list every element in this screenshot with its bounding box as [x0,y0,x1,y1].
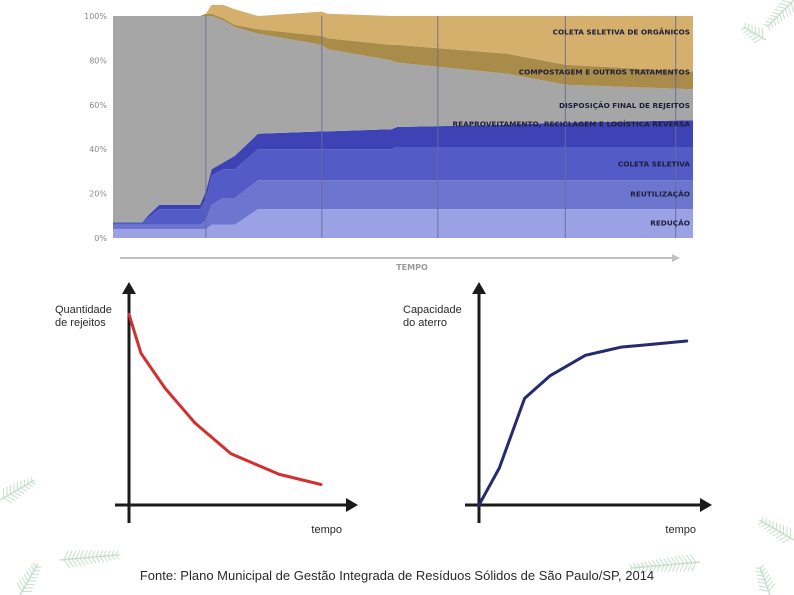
area-layer [113,13,693,90]
pine-branch-icon [16,562,42,595]
x-axis: TEMPO [120,254,680,272]
y-axis-label: de rejeitos [55,317,106,329]
area-layer [113,4,693,72]
series-label: REAPROVEITAMENTO, RECICLAGEM E LOGÍSTICA… [453,120,691,129]
y-tick-label: 80% [89,56,107,65]
source-caption: Fonte: Plano Municipal de Gestão Integra… [139,568,655,583]
pine-branch-icon [755,564,776,595]
area-layer [113,16,693,223]
x-axis-label: TEMPO [396,263,428,272]
series-label: COLETA SELETIVA [618,160,691,169]
y-axis-arrow [472,282,486,294]
vertical-divider-lines [205,16,677,238]
y-axis-label: Quantidade [55,304,112,316]
y-tick-label: 0% [94,234,107,243]
x-axis-arrow [346,498,358,512]
area-layer [113,120,693,223]
pine-branch-icon [740,22,767,44]
y-tick-label: 20% [89,190,107,199]
data-line [477,339,689,507]
y-tick-label: 60% [89,101,107,110]
pine-branch-icon [59,550,120,569]
series-label: DISPOSIÇÃO FINAL DE REJEITOS [559,101,690,110]
series-labels: REDUÇÃO REUTILIZAÇÃO COLETA SELETIVA REAPRO… [453,28,691,228]
series-label: COLETA SELETIVA DE ORGÂNICOS [553,28,690,37]
series-label: COMPOSTAGEM E OUTROS TRATAMENTOS [519,68,690,77]
pine-branch-icon [763,0,794,31]
time-axis-arrow [672,254,680,262]
pine-branch-icon [629,553,701,573]
y-tick-labels: 100% 80% 60% 40% 20% 0% [84,12,107,243]
series-label: REDUÇÃO [650,218,690,227]
x-axis-label: tempo [665,524,696,536]
x-axis-label: tempo [311,524,342,536]
area-layer [113,209,693,238]
y-tick-label: 40% [89,145,107,154]
series-label: REUTILIZAÇÃO [630,190,690,199]
area-layer [113,180,693,230]
data-line [127,312,323,486]
area-layers [113,4,693,238]
stacked-area-chart: 100% 80% 60% 40% 20% 0% REDUÇÃO REUTILIZAÇÃO CO… [84,4,693,272]
y-axis-label: Capacidade [403,304,462,316]
pine-branch-icon [757,516,794,544]
y-tick-label: 100% [84,12,107,21]
y-axis-label: do aterro [403,317,447,329]
pine-branch-icon [0,476,37,504]
x-axis-arrow [700,498,712,512]
y-axis-arrow [122,282,136,294]
area-layer [113,147,693,225]
